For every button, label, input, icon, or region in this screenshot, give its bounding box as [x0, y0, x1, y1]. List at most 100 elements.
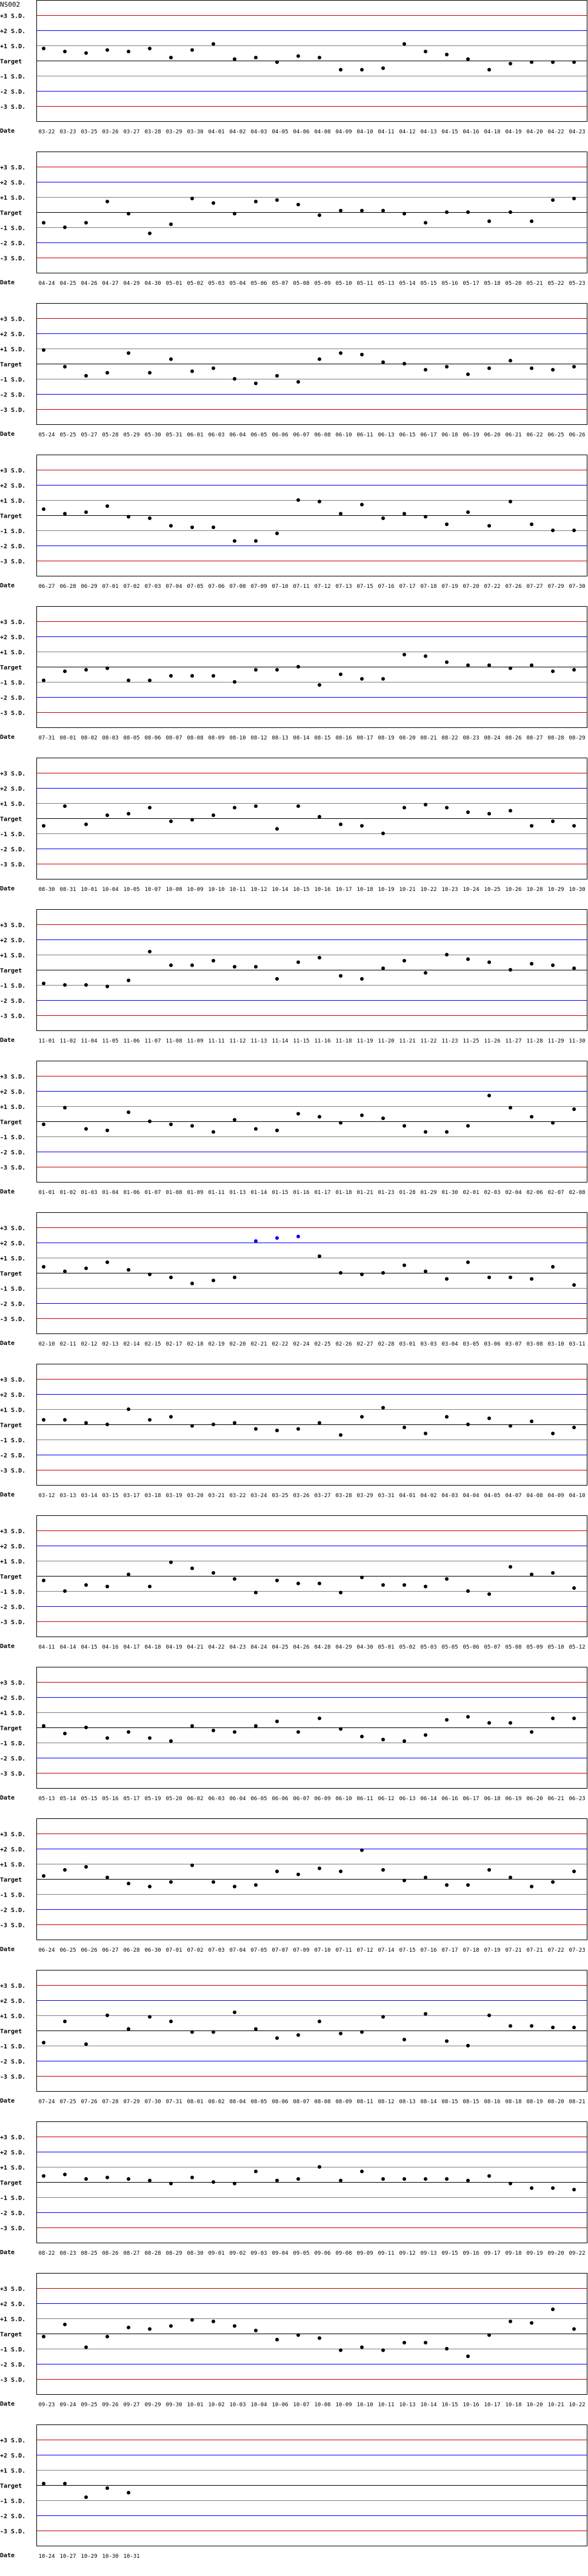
data-point — [148, 1884, 152, 1889]
reference-line-label: +3 S.D. — [0, 1226, 25, 1232]
data-point — [275, 532, 279, 535]
reference-line-label: Target — [0, 968, 22, 975]
date-tick-label: 07-15 — [356, 584, 373, 590]
data-point — [339, 209, 342, 213]
data-point — [105, 1736, 109, 1740]
data-point — [275, 1236, 279, 1240]
reference-line-label: +3 S.D. — [0, 165, 25, 172]
data-point — [127, 1407, 130, 1411]
date-tick-label: 05-06 — [250, 281, 267, 287]
date-tick-label: 06-08 — [314, 432, 330, 438]
date-tick-label: 06-20 — [484, 432, 500, 438]
date-tick-label: 06-25 — [547, 432, 564, 438]
date-tick-label: 10-14 — [420, 2402, 436, 2408]
date-tick-label: 08-11 — [356, 2099, 373, 2105]
data-point — [551, 1265, 555, 1269]
data-point — [63, 2020, 67, 2023]
date-tick-label: 08-05 — [250, 2099, 267, 2105]
date-tick-label: 04-16 — [102, 1644, 118, 1650]
reference-line-label: -3 S.D. — [0, 1316, 25, 1323]
data-point — [403, 1426, 406, 1429]
data-point — [318, 683, 321, 687]
date-tick-label: 02-26 — [335, 1341, 352, 1347]
date-tick-label: 10-01 — [81, 887, 97, 893]
date-tick-label: 05-11 — [356, 281, 373, 287]
data-point — [233, 1118, 236, 1122]
date-tick-label: 11-08 — [165, 1038, 182, 1044]
date-tick-label: 10-03 — [229, 2402, 246, 2408]
date-tick-label: 03-11 — [569, 1341, 585, 1347]
data-point — [42, 1123, 45, 1126]
chart-panel-svg: +3 S.D. +2 S.D. +1 S.D. Target -1 S.D. -2 S.D… — [0, 758, 587, 893]
data-point — [445, 660, 449, 664]
data-point — [487, 1416, 491, 1420]
date-tick-label: 08-31 — [59, 887, 76, 893]
date-tick-label: 01-14 — [250, 1190, 267, 1196]
date-tick-label: 07-04 — [165, 584, 182, 590]
date-tick-label: 10-24 — [463, 887, 479, 893]
data-point — [572, 196, 576, 201]
date-tick-label: 04-16 — [463, 129, 479, 135]
date-tick-label: 10-21 — [547, 2402, 564, 2408]
data-point — [509, 1275, 512, 1280]
date-tick-label: 07-11 — [335, 1947, 352, 1954]
date-tick-label: 10-31 — [123, 2554, 139, 2560]
reference-line-label: +2 S.D. — [0, 2150, 25, 2157]
date-tick-label: 10-07 — [144, 887, 161, 893]
chart-panel: +3 S.D. +2 S.D. +1 S.D. Target -1 S.D. -2 S.D… — [0, 152, 588, 303]
date-tick-label: 08-23 — [463, 735, 479, 741]
date-tick-label: 08-27 — [526, 735, 543, 741]
date-tick-label: 10-01 — [187, 2402, 203, 2408]
date-tick-label: 05-12 — [569, 1644, 585, 1650]
date-tick-label: 10-13 — [399, 2402, 415, 2408]
data-point — [254, 2027, 258, 2031]
data-point — [148, 806, 152, 810]
data-point — [127, 2491, 130, 2495]
data-point — [445, 1130, 449, 1134]
data-point — [190, 2030, 194, 2034]
date-tick-label: 10-05 — [123, 887, 139, 893]
date-tick-label: 06-21 — [505, 432, 521, 438]
date-tick-label: 04-30 — [356, 1644, 373, 1650]
date-tick-label: 05-17 — [463, 281, 479, 287]
date-tick-label: 01-15 — [272, 1190, 288, 1196]
plot-frame — [36, 1667, 587, 1789]
data-point — [445, 2177, 449, 2181]
date-tick-label: 07-28 — [102, 2099, 118, 2105]
data-point — [84, 1583, 88, 1587]
data-point — [339, 512, 342, 516]
date-tick-label: 09-04 — [272, 2251, 288, 2257]
plot-frame — [36, 1515, 587, 1637]
data-point — [509, 62, 512, 65]
date-tick-label: 06-05 — [250, 432, 267, 438]
data-point — [296, 2033, 300, 2037]
data-point — [63, 1589, 67, 1593]
data-point — [42, 1724, 45, 1728]
date-tick-label: 04-27 — [102, 281, 118, 287]
date-tick-label: 04-19 — [165, 1644, 182, 1650]
data-point — [84, 2345, 88, 2349]
data-point — [105, 1129, 109, 1132]
data-point — [530, 962, 533, 966]
date-tick-label: 05-20 — [165, 1796, 182, 1802]
date-tick-label: 10-22 — [569, 2402, 585, 2408]
data-point — [84, 1127, 88, 1131]
data-point — [212, 2180, 215, 2184]
date-tick-label: 04-29 — [335, 1644, 352, 1650]
data-point — [572, 668, 576, 672]
data-point — [466, 1589, 470, 1593]
reference-line-label: -1 S.D. — [0, 2347, 25, 2354]
date-tick-label: 08-21 — [569, 2099, 585, 2105]
date-tick-label: 08-06 — [144, 735, 161, 741]
date-tick-label: 07-02 — [187, 1947, 203, 1954]
data-point — [466, 1260, 470, 1264]
data-point — [572, 2187, 576, 2192]
data-point — [403, 959, 406, 963]
date-tick-label: 05-15 — [420, 281, 436, 287]
data-point — [190, 196, 194, 201]
data-point — [381, 2015, 385, 2019]
chart-panel-svg: +3 S.D. +2 S.D. +1 S.D. Target -1 S.D. -2 S.D… — [0, 1970, 587, 2105]
data-point — [84, 510, 88, 514]
date-tick-label: 03-17 — [123, 1493, 139, 1499]
date-tick-label: 08-19 — [378, 735, 394, 741]
